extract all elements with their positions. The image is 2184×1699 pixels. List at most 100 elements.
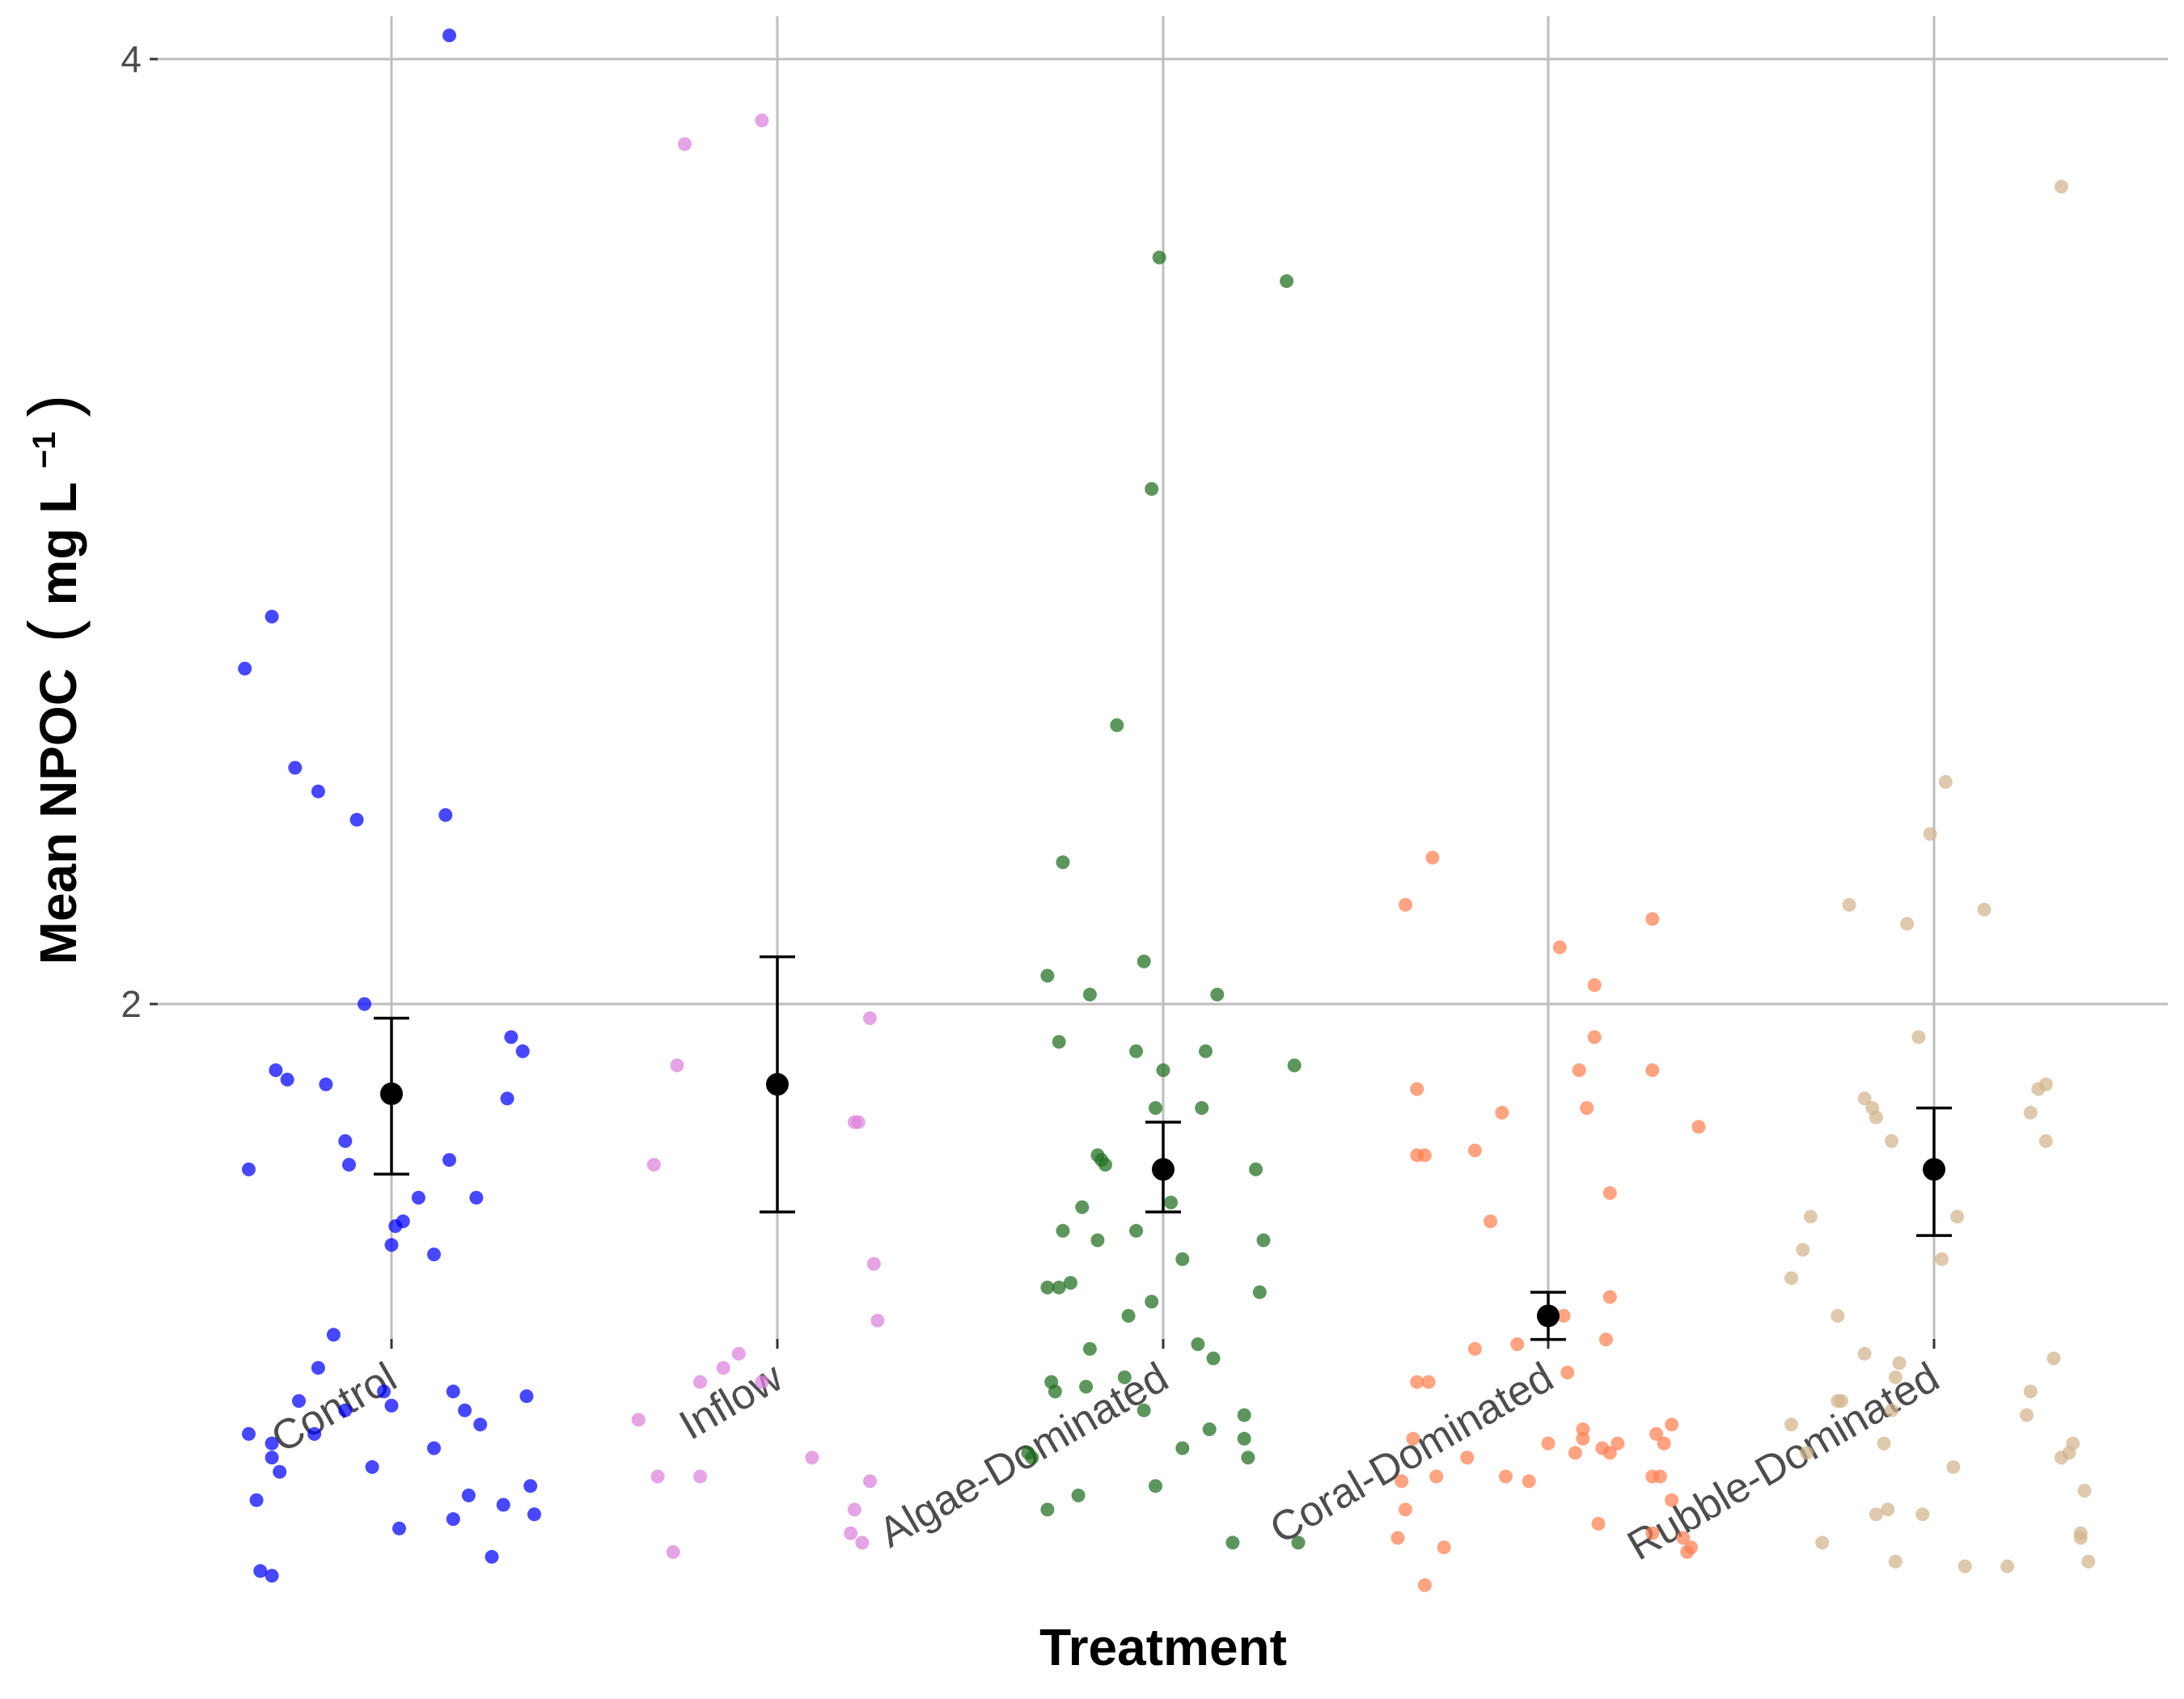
data-point xyxy=(1946,1460,1961,1474)
data-point xyxy=(1888,1370,1903,1384)
data-point xyxy=(2023,1105,2038,1120)
data-point xyxy=(1649,1426,1664,1441)
data-point xyxy=(1665,1493,1679,1507)
data-point xyxy=(1145,1294,1159,1309)
data-point xyxy=(1877,1436,1891,1451)
data-point xyxy=(442,1153,456,1167)
data-point xyxy=(1653,1469,1667,1484)
data-point xyxy=(349,812,364,827)
data-point xyxy=(631,1413,645,1427)
data-point xyxy=(485,1549,499,1564)
data-point xyxy=(1484,1214,1497,1229)
data-point xyxy=(242,1426,256,1441)
data-point xyxy=(805,1451,819,1465)
data-point xyxy=(1977,902,1991,917)
data-point xyxy=(1291,1536,1306,1550)
mean-point xyxy=(1923,1158,1945,1181)
data-point xyxy=(461,1488,476,1502)
data-point xyxy=(1256,1233,1271,1248)
data-point xyxy=(311,784,325,799)
data-point xyxy=(1025,1451,1039,1465)
x-axis-title: Treatment xyxy=(1039,1618,1287,1676)
data-point xyxy=(1610,1436,1625,1451)
data-point xyxy=(1237,1431,1251,1446)
data-point xyxy=(1645,1063,1660,1078)
data-point xyxy=(670,1058,684,1073)
data-point xyxy=(1680,1544,1695,1559)
data-point xyxy=(1052,1280,1066,1294)
data-point xyxy=(523,1479,538,1494)
data-point xyxy=(1911,1030,1926,1044)
data-point xyxy=(1541,1436,1555,1451)
data-point xyxy=(1815,1536,1830,1550)
data-point xyxy=(1467,1341,1482,1356)
data-point xyxy=(1152,250,1166,265)
data-point xyxy=(1800,1446,1814,1460)
data-point xyxy=(2031,1082,2046,1096)
mean-point xyxy=(380,1082,403,1105)
data-point xyxy=(1048,1384,1062,1399)
data-point xyxy=(1602,1290,1617,1304)
data-point xyxy=(500,1091,514,1106)
data-point xyxy=(1129,1044,1144,1058)
data-point xyxy=(1568,1446,1582,1460)
data-point xyxy=(1784,1417,1798,1432)
data-point xyxy=(326,1328,341,1342)
data-point xyxy=(1082,1341,1097,1356)
data-point xyxy=(377,1384,391,1399)
data-point xyxy=(1129,1223,1144,1238)
data-point xyxy=(338,1403,353,1417)
data-point xyxy=(504,1030,518,1044)
data-point xyxy=(1082,987,1097,1002)
x-tick-label: Inflow xyxy=(671,1354,790,1449)
data-point xyxy=(446,1512,460,1527)
data-point xyxy=(1199,1044,1213,1058)
data-point xyxy=(1136,954,1151,968)
data-point xyxy=(388,1219,403,1233)
data-point xyxy=(265,609,279,624)
data-point xyxy=(1040,1502,1055,1517)
data-point xyxy=(1572,1063,1586,1078)
data-point xyxy=(1784,1271,1798,1286)
data-point xyxy=(427,1248,441,1261)
data-point xyxy=(1195,1101,1209,1115)
data-point xyxy=(1923,827,1937,841)
data-point xyxy=(1499,1469,1513,1484)
data-point xyxy=(1429,1469,1444,1484)
y-axis-title-close-paren: ) xyxy=(15,395,91,417)
data-point xyxy=(411,1190,425,1205)
data-point xyxy=(269,1063,283,1078)
data-point xyxy=(384,1398,399,1413)
data-point xyxy=(1056,855,1070,870)
data-point xyxy=(1915,1507,1930,1522)
data-point xyxy=(863,1011,877,1025)
data-point xyxy=(238,661,252,676)
data-point xyxy=(319,1077,333,1091)
data-point xyxy=(1576,1431,1590,1446)
mean-error-bars xyxy=(374,955,1952,1341)
y-axis-title-exponent: −1 xyxy=(27,431,62,468)
data-point xyxy=(458,1403,472,1417)
data-point xyxy=(249,1493,264,1507)
data-point xyxy=(1900,917,1915,931)
data-point xyxy=(2038,1133,2053,1148)
data-point xyxy=(755,1375,769,1389)
data-point xyxy=(1417,1148,1432,1163)
data-point xyxy=(1210,987,1225,1002)
data-point xyxy=(280,1072,294,1087)
data-point xyxy=(2000,1559,2015,1574)
data-point xyxy=(1410,1082,1424,1096)
data-point xyxy=(1869,1110,1883,1125)
data-point xyxy=(1645,1526,1660,1540)
data-point xyxy=(292,1394,306,1409)
data-point xyxy=(1175,1252,1190,1266)
data-point xyxy=(338,1133,353,1148)
data-point xyxy=(469,1190,484,1205)
data-point xyxy=(1156,1063,1170,1078)
data-point xyxy=(1556,1308,1571,1323)
data-point xyxy=(1399,897,1412,912)
data-point xyxy=(1460,1451,1475,1465)
data-point xyxy=(311,1361,325,1375)
data-point xyxy=(1064,1276,1077,1290)
data-point xyxy=(693,1469,708,1484)
